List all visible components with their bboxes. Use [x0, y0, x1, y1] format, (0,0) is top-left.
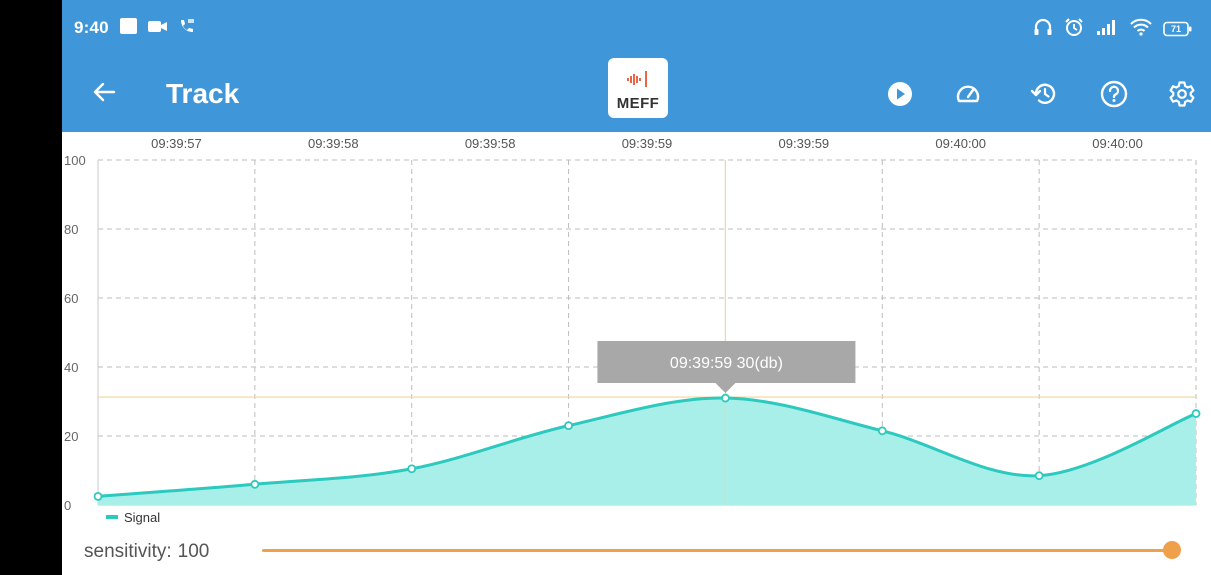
tooltip-pointer — [715, 383, 736, 393]
x-tick-label: 09:40:00 — [1092, 136, 1143, 151]
signal-point — [1034, 471, 1044, 481]
app-bar: 9:40 — [62, 0, 1211, 132]
y-tick-label: 100 — [64, 153, 86, 168]
video-call-icon — [148, 18, 168, 39]
y-tick-label: 0 — [64, 498, 71, 513]
play-icon — [887, 81, 913, 112]
status-bar: 9:40 — [62, 0, 1211, 58]
left-black-bar — [0, 0, 62, 575]
play-button[interactable] — [882, 78, 918, 114]
app-logo: MEFF — [608, 58, 668, 118]
sensitivity-label-text: sensitivity: — [84, 541, 172, 562]
x-tick-label: 09:40:00 — [935, 136, 986, 151]
toolbar-actions — [62, 78, 1211, 114]
sensitivity-value: 100 — [177, 541, 210, 562]
notification-square-icon — [120, 17, 138, 40]
x-tick-label: 09:39:58 — [465, 136, 516, 151]
signal-chart[interactable]: 0 20 40 60 80 100 09:39:57 09:39:58 09:39:58 09:3… — [62, 132, 1211, 527]
signal-point — [1191, 409, 1201, 418]
speed-button[interactable] — [950, 78, 986, 114]
signal-point — [250, 479, 260, 489]
tooltip-text: 09:39:59 30(db) — [670, 355, 783, 372]
status-time: 9:40 — [74, 18, 109, 37]
signal-strength-icon — [1095, 18, 1119, 41]
phone-call-icon — [178, 17, 196, 40]
x-tick-label: 09:39:59 — [622, 136, 673, 151]
headphones-icon — [1033, 17, 1053, 42]
sensitivity-label: sensitivity: 100 — [84, 541, 209, 563]
history-icon — [1030, 81, 1058, 112]
history-button[interactable] — [1026, 78, 1062, 114]
sensitivity-slider-track[interactable] — [262, 549, 1169, 552]
back-button[interactable] — [86, 76, 122, 112]
sound-wave-icon — [625, 70, 651, 93]
battery-icon: 71 — [1163, 21, 1193, 37]
signal-line — [97, 396, 1197, 498]
signal-point — [721, 393, 730, 403]
alarm-icon — [1064, 17, 1084, 42]
sensitivity-slider-thumb[interactable] — [1163, 541, 1181, 559]
signal-point — [564, 421, 573, 431]
tooltip-box — [597, 341, 856, 383]
speedometer-icon — [955, 81, 981, 112]
signal-point — [407, 464, 417, 474]
arrow-left-icon — [92, 81, 116, 108]
signal-point — [93, 491, 103, 501]
legend-label: Signal — [124, 510, 160, 525]
settings-button[interactable] — [1164, 78, 1200, 114]
logo-text: MEFF — [616, 95, 660, 112]
y-tick-label: 40 — [64, 360, 78, 375]
settings-icon — [1168, 80, 1196, 113]
x-tick-label: 09:39:58 — [308, 136, 359, 151]
app-screen: 9:40 — [62, 0, 1211, 575]
sensitivity-control: sensitivity: 100 — [62, 527, 1211, 575]
help-button[interactable] — [1096, 78, 1132, 114]
wifi-icon — [1130, 18, 1152, 41]
battery-level: 71 — [1170, 24, 1181, 34]
chart-canvas: 0 20 40 60 80 100 09:39:57 09:39:58 09:39:58 09:3… — [64, 136, 1201, 525]
status-left-icons — [120, 17, 196, 40]
y-tick-label: 20 — [64, 429, 78, 444]
page-title: Track — [166, 78, 240, 109]
signal-point — [877, 426, 887, 436]
help-icon — [1100, 80, 1128, 113]
status-right-icons: 71 — [1033, 17, 1193, 42]
toolbar: Track MEFF — [62, 58, 1211, 132]
y-tick-label: 60 — [64, 291, 78, 306]
x-tick-label: 09:39:57 — [151, 136, 202, 151]
legend-swatch — [106, 515, 118, 519]
signal-area-fill — [98, 398, 1196, 505]
x-tick-label: 09:39:59 — [779, 136, 830, 151]
y-tick-label: 80 — [64, 222, 78, 237]
